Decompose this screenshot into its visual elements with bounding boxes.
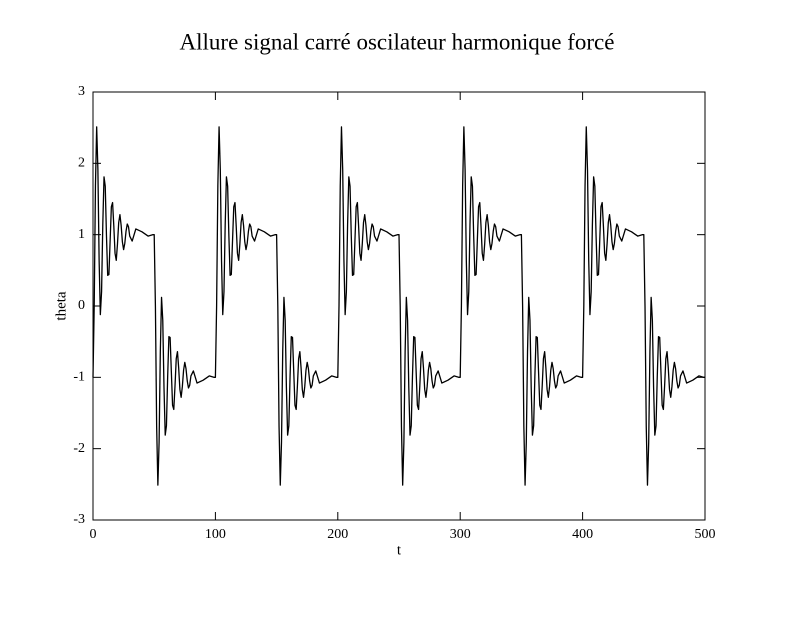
- y-tick-label: 2: [78, 156, 85, 171]
- y-axis-title: theta: [53, 291, 69, 320]
- x-tick-label: 0: [90, 527, 97, 542]
- data-line: [92, 126, 705, 486]
- y-tick-label: -2: [73, 441, 85, 456]
- y-tick-label: -3: [73, 512, 85, 527]
- x-tick-label: 500: [695, 527, 716, 542]
- x-tick-label: 100: [205, 527, 226, 542]
- y-tick-label: 0: [78, 298, 85, 313]
- y-tick-label: 3: [78, 84, 85, 99]
- x-tick-label: 300: [450, 527, 471, 542]
- y-tick-label: 1: [78, 227, 85, 242]
- x-tick-label: 200: [327, 527, 348, 542]
- x-axis-title: t: [397, 542, 402, 558]
- chart-title: Allure signal carré oscilateur harmoniqu…: [180, 29, 615, 54]
- x-tick-label: 400: [572, 527, 593, 542]
- y-tick-label: -1: [73, 370, 85, 385]
